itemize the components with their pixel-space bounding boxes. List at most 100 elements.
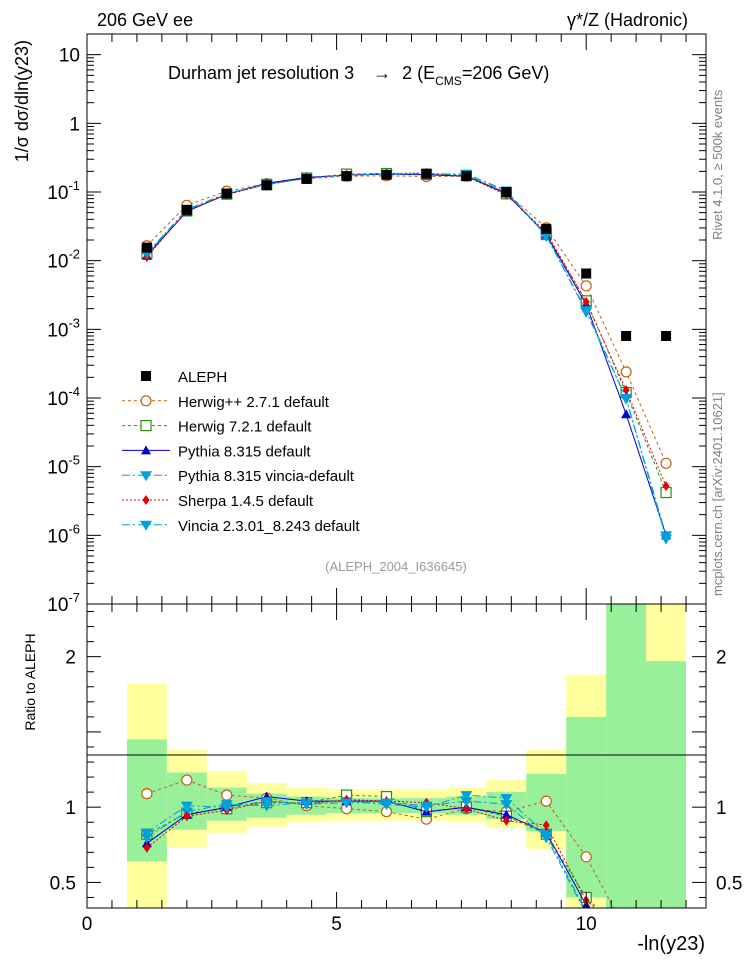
main-series-point <box>662 481 670 492</box>
x-axis-label: -ln(y23) <box>637 933 705 955</box>
data-point <box>581 268 592 279</box>
legend-data-label: ALEPH <box>178 369 227 386</box>
ratio-series-point <box>221 789 233 801</box>
data-point <box>341 171 352 182</box>
main-y-tick-label: 10-1 <box>47 178 80 204</box>
ratio-series-point <box>621 930 631 940</box>
main-y-tick-label: 10-7 <box>47 590 80 616</box>
main-y-axis: 10 1 10-1 10-2 10-3 10-4 10-5 10-6 10-7 <box>47 33 706 616</box>
legend-label: Vincia 2.3.01_8.243 default <box>178 518 360 535</box>
x-tick-label: 5 <box>331 914 342 935</box>
data-point <box>221 188 232 199</box>
ratio-series-point <box>540 795 552 807</box>
data-point <box>261 180 272 191</box>
ratio-series-point <box>140 828 153 839</box>
data-point <box>181 204 192 215</box>
ratio-series-point <box>340 798 353 809</box>
ratio-series-point <box>143 842 151 853</box>
ratio-series-point <box>500 794 513 805</box>
main-data-points <box>141 168 672 341</box>
ratio-series-point <box>462 803 470 814</box>
data-point <box>541 223 552 234</box>
plot-title-arrow: → <box>373 63 391 83</box>
legend-marker <box>140 471 152 482</box>
ratio-series-point <box>620 934 632 944</box>
main-y-tick-label: 1 <box>69 114 80 135</box>
data-point <box>421 168 432 179</box>
ratio-series-point <box>580 851 592 863</box>
ratio-series-point <box>540 833 553 844</box>
header-right: γ*/Z (Hadronic) <box>567 10 688 30</box>
legend-label: Pythia 8.315 default <box>178 443 311 460</box>
data-point <box>661 330 672 341</box>
plot-title-two: 2 (E <box>402 63 435 83</box>
main-y-tick-label: 10 <box>59 46 80 67</box>
main-series-point <box>582 297 590 308</box>
ratio-y-tick-label-left: 2 <box>65 648 76 669</box>
green-band-bin <box>646 661 687 908</box>
legend-marker <box>142 495 150 505</box>
ratio-series-point <box>502 815 510 826</box>
ratio-series-point <box>660 954 672 964</box>
ratio-series-point <box>181 774 193 786</box>
main-series-line <box>146 172 667 487</box>
ratio-series-point <box>420 801 433 812</box>
x-axis: 0 5 10 <box>82 34 687 935</box>
ratio-plot-frame <box>86 603 707 909</box>
plot-title-end: =206 GeV) <box>462 63 550 83</box>
ratio-series-point <box>183 811 191 822</box>
ratio-series-point <box>380 798 393 809</box>
ratio-series-line <box>146 796 590 908</box>
main-series-point <box>660 457 672 469</box>
ratio-series-point <box>623 929 630 939</box>
ratio-series-point <box>220 803 233 814</box>
ratio-y-tick-label-left: 0.5 <box>50 873 76 894</box>
data-point <box>301 173 312 184</box>
plot-title-main: Durham jet resolution 3 <box>168 63 354 83</box>
header-left: 206 GeV ee <box>97 10 193 30</box>
main-series-line <box>146 172 667 536</box>
ratio-series-point <box>501 809 512 819</box>
ratio-y-tick-label-right: 1 <box>716 798 727 819</box>
plot-title: Durham jet resolution 3 → 2 (ECMS=206 Ge… <box>168 63 549 88</box>
ratio-series-point <box>300 800 313 811</box>
main-y-tick-label: 10-6 <box>47 521 80 547</box>
ratio-y-label: Ratio to ALEPH <box>22 633 38 730</box>
main-y-label: 1/σ dσ/dln(y23) <box>12 40 32 162</box>
main-y-tick-label: 10-4 <box>47 384 80 410</box>
legend-marker <box>141 445 151 455</box>
ratio-series-point <box>660 954 672 964</box>
ratio-series-point <box>621 926 631 936</box>
x-tick-label: 10 <box>576 914 597 935</box>
legend-marker <box>140 520 152 531</box>
legend-label: Pythia 8.315 vincia-default <box>178 468 355 485</box>
main-y-tick-label: 10-2 <box>47 247 80 273</box>
legend-data-marker <box>141 371 151 381</box>
x-tick-label: 0 <box>82 914 93 935</box>
ratio-series-point <box>500 800 513 811</box>
ratio-uncertainty-bands <box>126 604 687 908</box>
main-series-point <box>660 531 673 542</box>
main-series-point <box>580 306 593 317</box>
plot-title-sub: CMS <box>435 74 462 88</box>
ratio-series-point <box>542 820 550 831</box>
ratio-y-tick-label-right: 0.5 <box>716 873 742 894</box>
ratio-y-tick-label-right: 2 <box>716 648 727 669</box>
rivet-label: Rivet 4.1.0, ≥ 500k events <box>710 89 725 240</box>
mcplots-label: mcplots.cern.ch [arXiv:2401.10621] <box>710 392 725 596</box>
main-series-line <box>146 175 667 464</box>
ratio-y-tick-label-left: 1 <box>65 798 76 819</box>
analysis-id: (ALEPH_2004_I636645) <box>325 559 467 574</box>
legend-label: Sherpa 1.4.5 default <box>178 493 314 510</box>
legend-marker <box>140 420 152 432</box>
main-plot-area <box>87 34 706 604</box>
main-series-point <box>580 280 592 292</box>
main-series-point <box>620 394 633 405</box>
ratio-series-line <box>146 800 584 908</box>
main-series-point <box>540 231 553 242</box>
ratio-series-line <box>146 779 615 908</box>
main-y-tick-label: 10-5 <box>47 453 80 479</box>
ratio-y-axis: 2 2 1 1 0.5 0.5 <box>50 611 742 898</box>
main-series-point <box>622 385 630 396</box>
